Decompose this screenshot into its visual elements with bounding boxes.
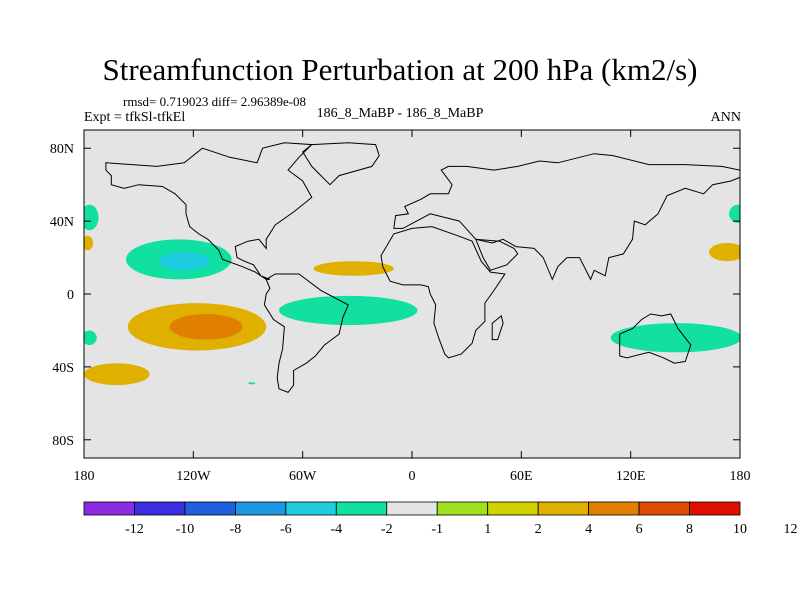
season-label: ANN <box>710 110 741 125</box>
coastline-eurasia <box>393 153 740 281</box>
colorbar-label: -12 <box>125 522 144 537</box>
anomaly-east-dateline-high <box>709 242 740 262</box>
colorbar-label: 2 <box>535 522 542 537</box>
coastline-arabia <box>475 238 519 271</box>
colorbar-swatch <box>335 501 388 516</box>
colorbar-swatch <box>134 501 186 516</box>
colorbar-label: 4 <box>585 522 592 537</box>
y-tick-label: 40S <box>52 361 74 376</box>
colorbar-swatch <box>638 501 690 516</box>
coastline-africa <box>380 226 506 359</box>
anomaly-indian-pacific-low <box>610 323 740 353</box>
coastline-australia <box>619 313 692 364</box>
y-tick-label: 0 <box>67 288 74 303</box>
coastline-madagascar <box>491 315 504 341</box>
case-label: 186_8_MaBP - 186_8_MaBP <box>316 106 484 121</box>
y-tick-label: 40N <box>50 215 74 230</box>
x-tick-label: 120W <box>176 469 211 484</box>
colorbar-label: -10 <box>176 522 195 537</box>
x-tick-label: 60E <box>510 469 533 484</box>
rmsd-label: rmsd= 0.719023 diff= 2.96389e-08 <box>123 94 307 109</box>
colorbar-swatch <box>537 501 590 516</box>
x-tick-label: 60W <box>289 469 317 484</box>
colorbar-label: 10 <box>733 522 747 537</box>
coastline-north-america <box>105 142 313 280</box>
colorbar-label: -4 <box>330 522 342 537</box>
map-background <box>84 130 740 458</box>
anomaly-south-pacific-high-core <box>169 314 243 340</box>
x-tick-label: 120E <box>616 469 646 484</box>
anomaly-dateline-low-south <box>84 330 97 346</box>
anomaly-dateline-high-north <box>84 235 94 251</box>
colorbar-label: -6 <box>280 522 292 537</box>
colorbar-swatch <box>436 501 489 516</box>
x-tick-label: 0 <box>409 469 416 484</box>
colorbar-label: 8 <box>686 522 693 537</box>
colorbar-swatch <box>285 501 337 516</box>
colorbar-swatch <box>386 501 438 516</box>
x-tick-label: 180 <box>74 469 95 484</box>
anomaly-north-pacific-low-core <box>158 252 210 271</box>
colorbar-label: 6 <box>636 522 643 537</box>
anomaly-southern-ocean-speck <box>248 382 256 385</box>
colorbar-swatch <box>184 501 236 516</box>
colorbar-label: 12 <box>783 522 797 537</box>
y-tick-label: 80N <box>50 142 74 157</box>
colorbar-swatch <box>234 501 287 516</box>
colorbar-swatch <box>588 501 640 516</box>
colorbar-swatch <box>487 501 539 516</box>
anomaly-south-pacific-tail <box>84 363 150 386</box>
colorbar-label: -1 <box>431 522 443 537</box>
colorbar-label: 1 <box>484 522 491 537</box>
colorbar-swatch <box>83 501 135 516</box>
anomaly-north-atlantic-high <box>313 261 394 276</box>
chart-title: Streamfunction Perturbation at 200 hPa (… <box>102 52 698 87</box>
colorbar-label: -8 <box>230 522 242 537</box>
anomaly-tropical-atlantic-low <box>278 295 418 325</box>
colorbar-label: -2 <box>381 522 393 537</box>
anomaly-east-dateline-low-north <box>729 204 740 223</box>
experiment-label: Expt = tfkSl-tfkEl <box>84 110 186 125</box>
coastline-south-america <box>263 273 349 394</box>
coastline-greenland <box>302 142 380 186</box>
x-tick-label: 180 <box>730 469 751 484</box>
colorbar-swatch <box>689 501 741 516</box>
anomaly-dateline-low-north <box>84 204 99 231</box>
y-tick-label: 80S <box>52 434 74 449</box>
